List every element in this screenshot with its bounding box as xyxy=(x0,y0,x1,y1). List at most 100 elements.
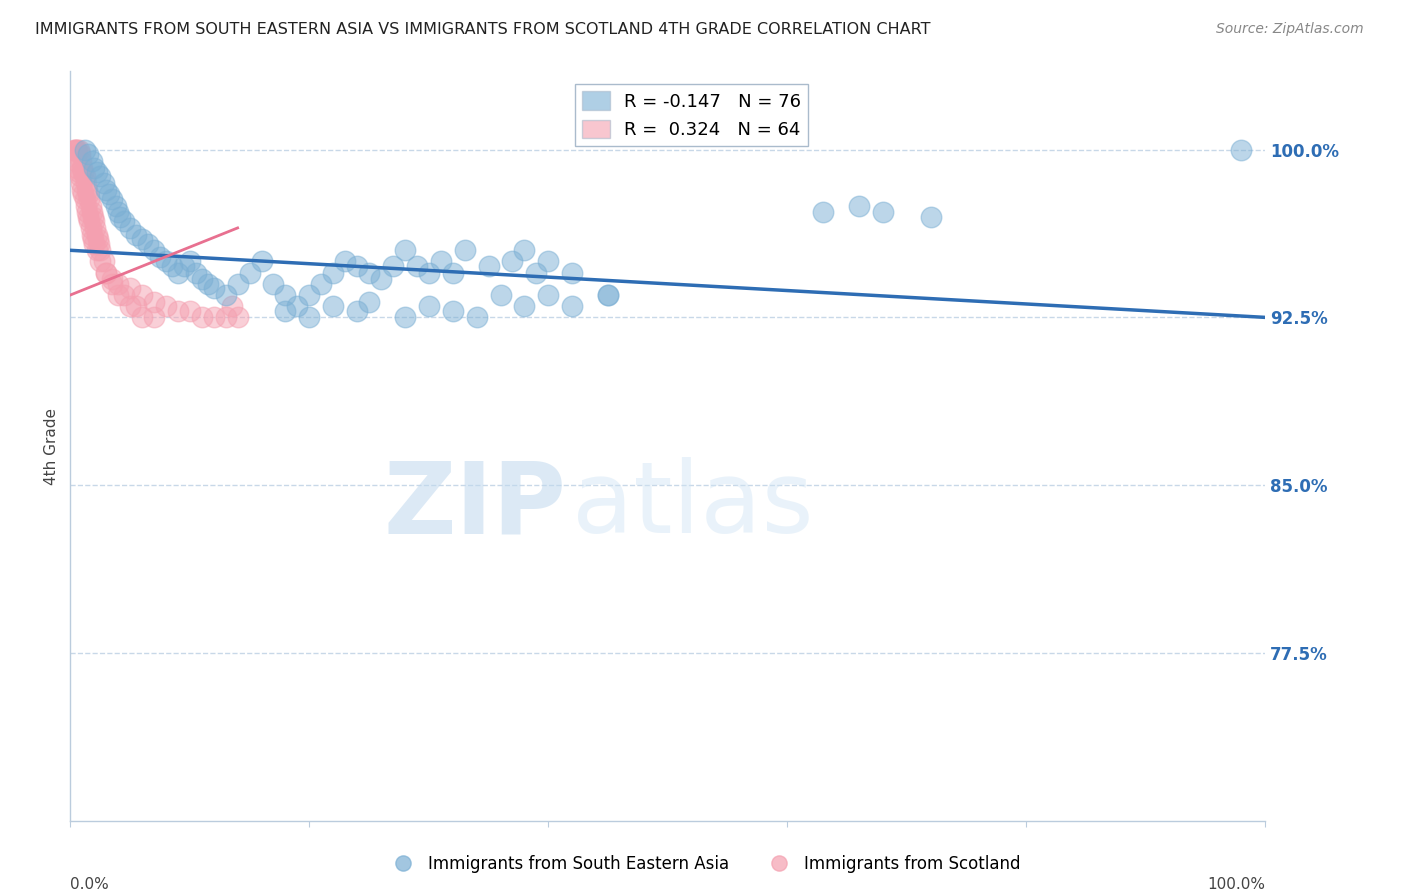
Point xyxy=(143,294,166,309)
Point xyxy=(75,198,97,212)
Point xyxy=(120,221,141,235)
Point xyxy=(70,176,93,190)
Point xyxy=(322,299,344,313)
Text: IMMIGRANTS FROM SOUTH EASTERN ASIA VS IMMIGRANTS FROM SCOTLAND 4TH GRADE CORRELA: IMMIGRANTS FROM SOUTH EASTERN ASIA VS IM… xyxy=(35,22,931,37)
Point xyxy=(143,310,166,325)
Point xyxy=(202,281,225,295)
Point xyxy=(93,254,115,268)
Point xyxy=(70,161,93,175)
Point xyxy=(112,288,135,302)
Point xyxy=(84,221,107,235)
Point xyxy=(73,192,96,206)
Point xyxy=(513,299,536,313)
Text: ZIP: ZIP xyxy=(384,458,567,555)
Point xyxy=(79,192,101,206)
Point xyxy=(179,254,201,268)
Point xyxy=(70,183,93,197)
Point xyxy=(160,259,183,273)
Point xyxy=(72,187,94,202)
Point xyxy=(89,244,111,258)
Point xyxy=(83,214,105,228)
Point xyxy=(537,288,560,302)
Point xyxy=(79,214,101,228)
Point xyxy=(202,310,225,325)
Y-axis label: 4th Grade: 4th Grade xyxy=(44,408,59,484)
Point xyxy=(107,277,129,291)
Point xyxy=(478,259,501,273)
Point xyxy=(287,299,309,313)
Point xyxy=(561,266,583,280)
Point xyxy=(489,288,512,302)
Point xyxy=(239,266,262,280)
Text: 0.0%: 0.0% xyxy=(70,877,110,892)
Point xyxy=(173,259,195,273)
Point xyxy=(67,143,90,157)
Point xyxy=(63,143,86,157)
Point xyxy=(598,288,620,302)
Point xyxy=(465,310,488,325)
Point xyxy=(101,272,124,286)
Point xyxy=(96,183,118,197)
Point xyxy=(83,236,105,251)
Point xyxy=(311,277,333,291)
Point xyxy=(250,254,273,268)
Point xyxy=(143,244,166,258)
Point xyxy=(1230,143,1253,157)
Point xyxy=(359,266,381,280)
Point xyxy=(537,254,560,268)
Legend: Immigrants from South Eastern Asia, Immigrants from Scotland: Immigrants from South Eastern Asia, Immi… xyxy=(380,848,1026,880)
Point xyxy=(191,310,214,325)
Point xyxy=(96,266,118,280)
Point xyxy=(66,161,89,175)
Point xyxy=(69,147,91,161)
Point xyxy=(82,232,104,246)
Point xyxy=(136,236,159,251)
Point xyxy=(87,236,110,251)
Point xyxy=(125,227,148,242)
Point xyxy=(77,187,100,202)
Legend: R = -0.147   N = 76, R =  0.324   N = 64: R = -0.147 N = 76, R = 0.324 N = 64 xyxy=(575,84,808,146)
Point xyxy=(125,299,148,313)
Point xyxy=(131,232,153,246)
Point xyxy=(89,254,111,268)
Point xyxy=(298,310,321,325)
Point xyxy=(110,210,132,224)
Point xyxy=(80,227,103,242)
Point xyxy=(335,254,357,268)
Point xyxy=(430,254,453,268)
Point xyxy=(526,266,548,280)
Point xyxy=(418,299,440,313)
Point xyxy=(226,277,249,291)
Point xyxy=(370,272,392,286)
Point xyxy=(346,303,368,318)
Point xyxy=(79,221,101,235)
Point xyxy=(394,310,416,325)
Point xyxy=(101,192,124,206)
Point xyxy=(418,266,440,280)
Point xyxy=(93,176,115,190)
Point xyxy=(184,266,207,280)
Point xyxy=(65,153,87,168)
Point xyxy=(263,277,285,291)
Point xyxy=(359,294,381,309)
Point xyxy=(394,244,416,258)
Point xyxy=(131,288,153,302)
Point xyxy=(80,205,103,219)
Point xyxy=(75,176,97,190)
Point xyxy=(226,310,249,325)
Point xyxy=(179,303,201,318)
Point xyxy=(107,288,129,302)
Point xyxy=(872,205,894,219)
Point xyxy=(131,310,153,325)
Point xyxy=(214,310,236,325)
Point xyxy=(76,183,98,197)
Point xyxy=(167,266,190,280)
Point xyxy=(441,266,464,280)
Point xyxy=(69,169,91,184)
Point xyxy=(86,244,108,258)
Point xyxy=(96,266,118,280)
Point xyxy=(346,259,368,273)
Point xyxy=(561,299,583,313)
Point xyxy=(86,165,108,179)
Point xyxy=(97,187,120,202)
